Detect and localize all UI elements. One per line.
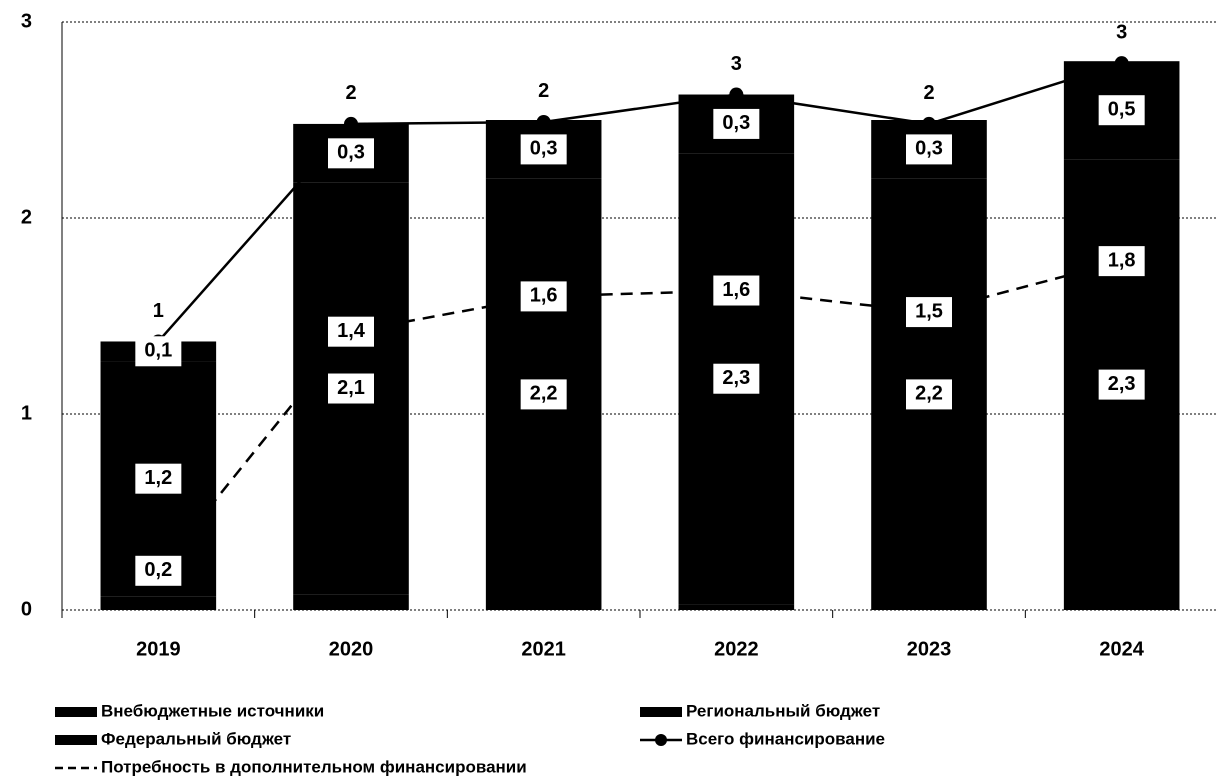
legend-swatch bbox=[640, 707, 682, 717]
data-label: 2,2 bbox=[915, 383, 943, 405]
data-label: 0,3 bbox=[915, 138, 943, 160]
x-tick-label: 2023 bbox=[907, 638, 952, 660]
legend-label: Всего финансирование bbox=[686, 729, 885, 748]
data-label: 3 bbox=[731, 53, 742, 75]
legend-marker bbox=[655, 734, 667, 746]
data-label: 1 bbox=[153, 300, 164, 322]
data-label: 0,3 bbox=[337, 142, 365, 164]
line bbox=[157, 259, 1122, 572]
label-box bbox=[906, 134, 952, 165]
data-label: 2 bbox=[538, 80, 549, 102]
data-label: 0,1 bbox=[144, 340, 172, 362]
line bbox=[157, 61, 1123, 343]
legend-swatch bbox=[55, 735, 97, 745]
y-tick-label: 1 bbox=[21, 402, 32, 424]
data-label: 0,3 bbox=[530, 138, 558, 160]
legend-label: Региональный бюджет bbox=[686, 701, 880, 720]
x-tick-label: 2024 bbox=[1099, 638, 1144, 660]
data-label: 0,2 bbox=[144, 559, 172, 581]
data-label: 1,8 bbox=[1108, 249, 1136, 271]
data-label: 2 bbox=[923, 82, 934, 104]
label-box bbox=[328, 316, 374, 347]
bar bbox=[678, 604, 795, 610]
data-label: 0,3 bbox=[722, 112, 750, 134]
data-label: 2,1 bbox=[337, 377, 365, 399]
label-box bbox=[713, 363, 760, 394]
x-tick-label: 2020 bbox=[329, 638, 374, 660]
label-box bbox=[135, 463, 182, 494]
data-label: 2,3 bbox=[1108, 373, 1136, 395]
label-box bbox=[1098, 95, 1145, 126]
label-box bbox=[906, 379, 952, 410]
y-tick-label: 0 bbox=[21, 598, 32, 620]
marker bbox=[536, 114, 551, 129]
marker bbox=[344, 116, 358, 131]
marker bbox=[922, 116, 936, 131]
data-label: 1,6 bbox=[530, 285, 558, 307]
label-box bbox=[1098, 369, 1145, 400]
label-box bbox=[713, 275, 760, 306]
y-tick-label: 2 bbox=[21, 206, 32, 228]
legend-swatch bbox=[55, 707, 97, 717]
legend-label: Федеральный бюджет bbox=[101, 729, 291, 748]
label-box bbox=[135, 336, 182, 367]
legend-label: Потребность в дополнительном финансирова… bbox=[101, 757, 527, 776]
data-label: 1,4 bbox=[337, 320, 366, 342]
label-box bbox=[135, 555, 182, 586]
data-label: 0,5 bbox=[1108, 98, 1136, 120]
legend-label: Внебюджетные источники bbox=[101, 701, 324, 720]
label-box bbox=[713, 108, 760, 139]
y-tick-label: 3 bbox=[21, 10, 32, 32]
data-label: 3 bbox=[1116, 21, 1127, 43]
x-tick-label: 2019 bbox=[136, 638, 181, 660]
marker bbox=[729, 87, 744, 102]
data-label: 1,5 bbox=[915, 300, 943, 322]
bar bbox=[100, 596, 217, 610]
label-box bbox=[520, 134, 567, 165]
data-label: 1,6 bbox=[722, 279, 750, 301]
label-box bbox=[328, 373, 374, 404]
label-box bbox=[906, 297, 952, 328]
marker bbox=[1114, 56, 1129, 71]
bar bbox=[293, 594, 409, 610]
data-label: 2 bbox=[345, 82, 356, 104]
x-tick-label: 2021 bbox=[521, 638, 566, 660]
data-label: 2,2 bbox=[530, 383, 558, 405]
data-label: 1,2 bbox=[144, 467, 172, 489]
label-box bbox=[520, 281, 567, 312]
data-label: 2,3 bbox=[722, 367, 750, 389]
label-box bbox=[1098, 246, 1145, 277]
x-tick-label: 2022 bbox=[714, 638, 759, 660]
label-box bbox=[328, 138, 374, 169]
label-box bbox=[520, 379, 567, 410]
